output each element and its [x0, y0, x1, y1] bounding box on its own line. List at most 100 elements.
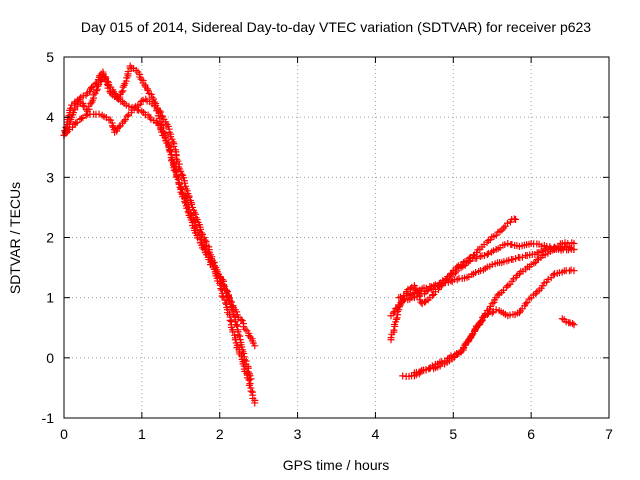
- data-point-fill: [569, 320, 577, 328]
- data-point-fill: [176, 183, 184, 191]
- data-point-fill: [139, 96, 147, 104]
- data-point-fill: [251, 396, 259, 404]
- y-tick-label: -1: [42, 410, 55, 426]
- data-point-fill: [188, 200, 196, 208]
- data-point-fill: [202, 238, 210, 246]
- data-point-fill: [560, 316, 568, 324]
- data-point-fill: [409, 289, 417, 297]
- data-point-fill: [408, 283, 416, 291]
- data-point-fill: [461, 341, 469, 349]
- data-point-fill: [232, 321, 240, 329]
- data-point-fill: [387, 334, 395, 342]
- data-point-fill: [525, 263, 533, 271]
- data-point-fill: [510, 215, 518, 223]
- data-point-fill: [476, 252, 484, 260]
- data-point-fill: [175, 180, 183, 188]
- data-point-fill: [218, 292, 226, 300]
- data-point-fill: [489, 247, 497, 255]
- data-point-fill: [488, 309, 496, 317]
- data-point-fill: [220, 283, 228, 291]
- data-point-fill: [561, 243, 569, 251]
- data-point-fill: [211, 262, 219, 270]
- data-point-fill: [502, 283, 510, 291]
- data-point-fill: [494, 291, 502, 299]
- y-tick-label: 5: [46, 49, 54, 65]
- data-point-fill: [106, 87, 114, 95]
- data-point-fill: [199, 231, 207, 239]
- data-point: [138, 107, 146, 115]
- data-point-fill: [234, 331, 242, 339]
- data-point-fill: [540, 241, 548, 249]
- x-axis-label: GPS time / hours: [283, 457, 390, 473]
- data-point-fill: [568, 239, 576, 247]
- data-point-fill: [501, 310, 509, 318]
- data-point-fill: [518, 253, 526, 261]
- data-point-fill: [525, 295, 533, 303]
- data-point-fill: [174, 175, 182, 183]
- data-point-fill: [567, 244, 575, 252]
- data-point-fill: [115, 123, 123, 131]
- x-tick-label: 3: [294, 426, 302, 442]
- data-point-fill: [176, 165, 184, 173]
- data-point-fill: [93, 87, 101, 95]
- data-point-fill: [79, 101, 87, 109]
- data-point-fill: [170, 142, 178, 150]
- data-point-fill: [522, 252, 530, 259]
- data-point-fill: [116, 122, 124, 130]
- data-point-fill: [416, 286, 424, 294]
- data-point-fill: [501, 241, 509, 249]
- data-point-fill: [443, 275, 451, 283]
- data-point-fill: [192, 214, 200, 222]
- data-point-fill: [221, 296, 229, 304]
- data-point-fill: [118, 88, 126, 96]
- data-point-fill: [489, 308, 497, 316]
- data-point-fill: [404, 291, 412, 299]
- data-point-fill: [549, 271, 557, 279]
- data-point-fill: [174, 157, 182, 165]
- data-point-fill: [427, 283, 435, 291]
- data-point-fill: [218, 276, 226, 284]
- data-point-fill: [466, 257, 474, 265]
- data-point-fill: [475, 268, 483, 276]
- data-point-fill: [82, 112, 90, 120]
- data-point: [224, 288, 231, 296]
- data-point-fill: [158, 112, 166, 120]
- data-point-fill: [183, 204, 191, 212]
- data-point-fill: [483, 310, 491, 318]
- data-point-fill: [113, 94, 121, 102]
- data-point-fill: [491, 296, 499, 304]
- x-tick-label: 0: [60, 426, 68, 442]
- data-point-fill: [246, 333, 254, 341]
- data-point-fill: [566, 267, 574, 275]
- data-point-fill: [478, 252, 486, 260]
- data-point-fill: [94, 82, 102, 90]
- data-point-fill: [249, 339, 257, 347]
- data-point-fill: [431, 360, 439, 368]
- x-tick-label: 7: [605, 426, 613, 442]
- data-point-fill: [438, 358, 446, 366]
- data-point-fill: [124, 68, 132, 76]
- data-point-fill: [484, 249, 492, 257]
- y-tick-label: 3: [46, 169, 54, 185]
- data-point-fill: [198, 229, 206, 237]
- data-point-fill: [217, 285, 225, 293]
- data-point-fill: [125, 102, 133, 110]
- data-point-fill: [463, 273, 471, 281]
- data-point-fill: [247, 387, 255, 395]
- data-point-fill: [533, 249, 541, 257]
- data-point-fill: [428, 362, 436, 370]
- data-point-fill: [238, 317, 246, 325]
- data-point-fill: [223, 303, 231, 311]
- data-point-fill: [240, 350, 248, 358]
- data-point-fill: [483, 250, 491, 258]
- data-point-fill: [88, 83, 96, 91]
- data-point-fill: [422, 284, 430, 292]
- data-point-fill: [465, 258, 473, 266]
- data-markers: [60, 62, 578, 407]
- data-point-fill: [390, 308, 398, 316]
- data-point-fill: [408, 294, 416, 302]
- data-point-fill: [179, 174, 187, 182]
- data-point-fill: [478, 317, 486, 325]
- data-point-fill: [564, 240, 572, 248]
